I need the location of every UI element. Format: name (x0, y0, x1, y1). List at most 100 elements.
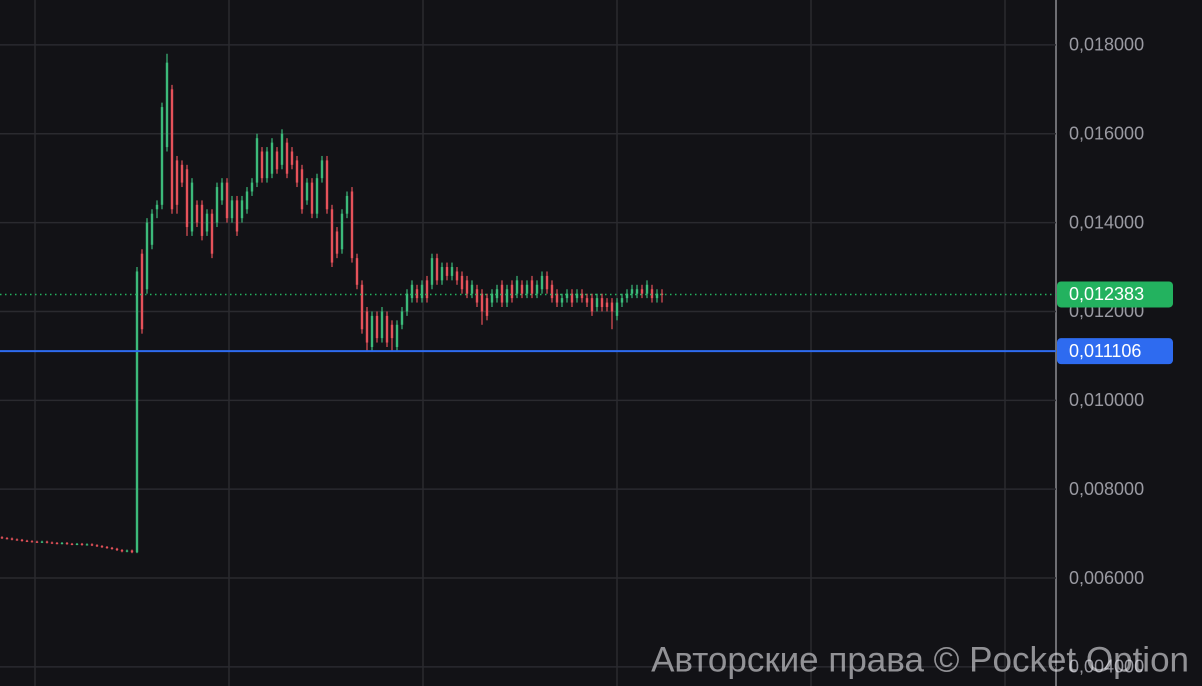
candle-body (110, 547, 114, 550)
candle-body (520, 284, 524, 294)
candle-body (455, 271, 459, 281)
vertical-grid (34, 0, 1006, 686)
price-label: 0,011106 (1069, 341, 1141, 361)
candle-body (510, 284, 514, 299)
candle-body (215, 187, 219, 223)
candle-body (260, 151, 264, 179)
candle-body (295, 160, 299, 183)
candle-body (580, 293, 584, 299)
candle-body (355, 258, 359, 285)
y-tick-label: 0,016000 (1069, 123, 1144, 143)
candle-body (545, 275, 549, 290)
price-label-box (1057, 338, 1173, 365)
candle-body (360, 284, 364, 330)
candle-body (555, 293, 559, 303)
candle-body (50, 542, 54, 544)
candle-body (60, 542, 64, 545)
candle-body (80, 543, 84, 546)
candle-body (195, 204, 199, 223)
candle-body (645, 284, 649, 294)
candle-body (240, 200, 244, 219)
candle-body (175, 160, 179, 205)
candle-body (515, 280, 519, 294)
candle-body (25, 540, 29, 542)
candle-body (565, 293, 569, 299)
candle-body (255, 138, 259, 183)
candle-body (75, 543, 79, 546)
y-tick-label: 0,018000 (1069, 35, 1144, 55)
candle-body (600, 298, 604, 308)
y-tick-label: 0,004000 (1069, 657, 1144, 677)
candle-body (560, 298, 564, 303)
candle-body (285, 142, 289, 174)
candle-body (495, 289, 499, 299)
candle-body (185, 169, 189, 228)
candle-body (225, 182, 229, 219)
candle-body (275, 151, 279, 170)
candle-body (400, 311, 404, 325)
candle-body (390, 324, 394, 339)
candle-body (170, 89, 174, 210)
candle-body (235, 200, 239, 232)
candle-body (465, 280, 469, 294)
candle-body (345, 195, 349, 214)
candle-body (35, 541, 39, 543)
candle-body (320, 160, 324, 179)
candle-body (475, 289, 479, 303)
candle-body (655, 293, 659, 299)
candle-body (620, 298, 624, 303)
candle-body (375, 315, 379, 339)
candle-body (220, 182, 224, 201)
y-tick-label: 0,008000 (1069, 479, 1144, 499)
candle-body (40, 541, 44, 543)
candle-body (165, 62, 169, 148)
y-tick-label: 0,006000 (1069, 568, 1144, 588)
candle-body (630, 289, 634, 294)
candle-body (160, 107, 164, 205)
candle-body (125, 550, 129, 552)
candle-body (65, 542, 69, 545)
candle-body (435, 258, 439, 281)
candle-body (100, 546, 104, 548)
candle-body (615, 302, 619, 316)
candle-body (305, 182, 309, 201)
candle-body (300, 169, 304, 210)
candle-body (335, 231, 339, 254)
candle-body (605, 302, 609, 308)
candle-body (625, 293, 629, 299)
candle-body (550, 284, 554, 299)
candle-body (470, 284, 474, 294)
candle-body (0, 537, 4, 539)
candle-body (535, 284, 539, 294)
candle-body (155, 204, 159, 210)
candle-body (395, 324, 399, 347)
candle-body (330, 209, 334, 263)
candle-body (200, 204, 204, 236)
candle-body (340, 213, 344, 250)
candle-body (595, 298, 599, 308)
candle-body (365, 311, 369, 343)
candle-body (425, 280, 429, 299)
candle-body (610, 302, 614, 312)
candle-body (180, 164, 184, 183)
candle-body (380, 311, 384, 339)
candle-body (640, 289, 644, 294)
candle-body (410, 284, 414, 299)
candle-body (350, 191, 354, 259)
candle-body (5, 538, 9, 540)
candle-body (530, 280, 534, 294)
candle-body (490, 293, 494, 303)
candle-body (385, 315, 389, 343)
candle-body (445, 267, 449, 276)
candle-body (120, 550, 124, 552)
candle-body (230, 200, 234, 219)
candle-body (95, 545, 99, 547)
price-label: 0,012383 (1069, 284, 1144, 304)
candle-body (130, 550, 134, 553)
candle-body (70, 543, 74, 546)
candle-body (650, 289, 654, 299)
candle-body (310, 182, 314, 214)
candle-body (590, 298, 594, 312)
